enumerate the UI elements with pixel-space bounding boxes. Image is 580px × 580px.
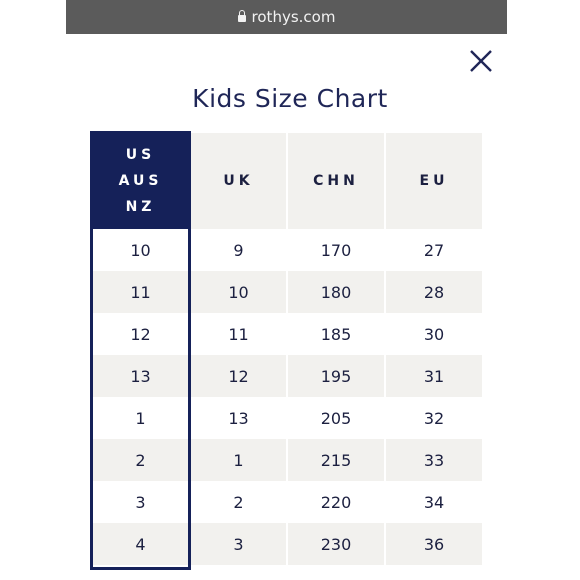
table-cell: 11 bbox=[130, 282, 151, 302]
table-row: 3 2 220 34 bbox=[92, 481, 482, 523]
modal-title: Kids Size Chart bbox=[192, 84, 388, 113]
table-cell: 30 bbox=[384, 313, 482, 355]
table-cell: 12 bbox=[189, 355, 286, 397]
header-us-aus-nz: US AUS NZ bbox=[92, 133, 189, 229]
table-cell: 215 bbox=[286, 439, 384, 481]
table-cell: 230 bbox=[286, 523, 384, 565]
table-cell: 10 bbox=[189, 271, 286, 313]
table-row: 10 9 170 27 bbox=[92, 229, 482, 271]
header-label: EU bbox=[419, 173, 449, 189]
table-cell: 170 bbox=[286, 229, 384, 271]
table-cell: 10 bbox=[130, 240, 151, 260]
table-cell: 3 bbox=[189, 523, 286, 565]
table-cell: 12 bbox=[130, 324, 151, 344]
table-cell: 33 bbox=[384, 439, 482, 481]
table-cell: 13 bbox=[189, 397, 286, 439]
header-label: UK bbox=[223, 173, 254, 189]
header-label: NZ bbox=[125, 199, 156, 215]
browser-url-bar[interactable]: rothys.com bbox=[66, 0, 507, 34]
header-eu: EU bbox=[384, 133, 482, 229]
table-cell: 195 bbox=[286, 355, 384, 397]
table-cell: 205 bbox=[286, 397, 384, 439]
table-row: 13 12 195 31 bbox=[92, 355, 482, 397]
table-row: 11 10 180 28 bbox=[92, 271, 482, 313]
close-icon[interactable] bbox=[466, 46, 496, 76]
table-cell: 11 bbox=[189, 313, 286, 355]
table-cell: 9 bbox=[189, 229, 286, 271]
header-label: CHN bbox=[313, 173, 359, 189]
table-cell: 4 bbox=[135, 534, 146, 554]
table-cell: 34 bbox=[384, 481, 482, 523]
table-cell: 27 bbox=[384, 229, 482, 271]
table-cell: 13 bbox=[130, 366, 151, 386]
table-cell: 28 bbox=[384, 271, 482, 313]
table-cell: 3 bbox=[135, 492, 146, 512]
table-cell: 220 bbox=[286, 481, 384, 523]
lock-icon bbox=[237, 9, 246, 22]
table-row: 4 3 230 36 bbox=[92, 523, 482, 565]
table-cell: 32 bbox=[384, 397, 482, 439]
size-chart-table: US AUS NZ UK CHN EU 10 9 170 27 11 10 18… bbox=[92, 133, 482, 565]
table-row: 1 13 205 32 bbox=[92, 397, 482, 439]
table-cell: 180 bbox=[286, 271, 384, 313]
header-chn: CHN bbox=[286, 133, 384, 229]
table-row: 12 11 185 30 bbox=[92, 313, 482, 355]
table-cell: 1 bbox=[189, 439, 286, 481]
table-cell: 185 bbox=[286, 313, 384, 355]
header-label: AUS bbox=[118, 173, 163, 189]
url-text: rothys.com bbox=[251, 8, 336, 26]
table-cell: 31 bbox=[384, 355, 482, 397]
table-header-row: US AUS NZ UK CHN EU bbox=[92, 133, 482, 229]
header-label: US bbox=[125, 147, 156, 163]
table-cell: 2 bbox=[135, 450, 146, 470]
table-row: 2 1 215 33 bbox=[92, 439, 482, 481]
table-cell: 36 bbox=[384, 523, 482, 565]
table-cell: 1 bbox=[135, 408, 146, 428]
header-uk: UK bbox=[189, 133, 286, 229]
table-cell: 2 bbox=[189, 481, 286, 523]
